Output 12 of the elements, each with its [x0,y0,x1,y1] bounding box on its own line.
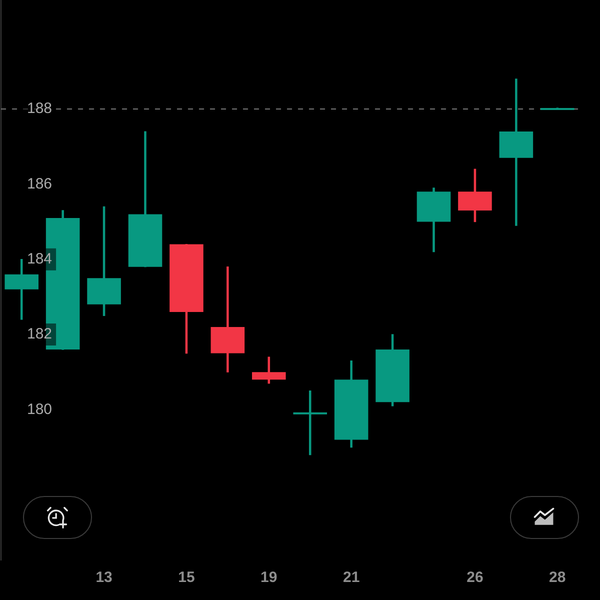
x-tick-label: 19 [260,569,278,586]
candlestick [499,78,534,226]
x-tick-label: 15 [178,569,195,586]
x-tick-label: 21 [342,569,360,586]
x-tick-label: 13 [96,569,112,586]
x-tick-label: 28 [549,569,566,586]
y-tick-label: 188 [27,100,52,118]
y-tick-label: 184 [27,250,52,268]
x-tick-label: 26 [466,569,484,586]
y-tick-label: 186 [27,175,52,192]
y-tick-label: 180 [27,400,52,418]
y-tick-label: 182 [27,326,52,343]
